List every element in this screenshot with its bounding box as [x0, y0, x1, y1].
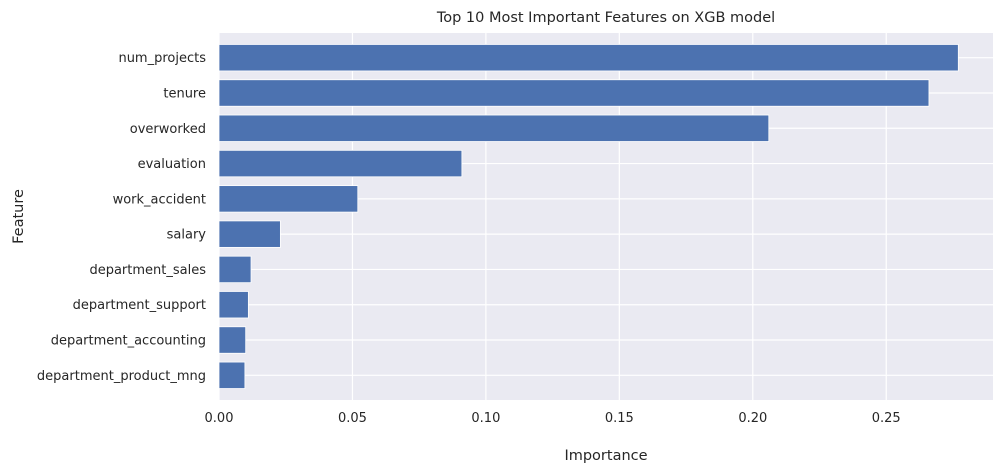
y-tick-label: overworked [130, 122, 206, 137]
bar-num-projects [218, 44, 959, 72]
x-tick-label: 0.15 [605, 411, 634, 426]
y-tick-label: salary [167, 228, 207, 243]
y-tick-label: evaluation [138, 157, 206, 172]
bar-department-product-mng [218, 361, 246, 389]
x-tick-label: 0.25 [872, 411, 901, 426]
bar-tenure [218, 79, 930, 107]
bars [218, 44, 959, 389]
bar-salary [218, 220, 281, 248]
bar-overworked [218, 114, 770, 142]
bar-department-support [218, 291, 249, 319]
y-tick-label: department_support [73, 298, 206, 313]
bar-department-accounting [218, 326, 247, 354]
bar-department-sales [218, 255, 252, 284]
y-tick-label: tenure [163, 86, 206, 101]
y-tick-label: num_projects [118, 51, 206, 66]
x-axis-title: Importance [564, 448, 647, 464]
x-tick-label: 0.10 [471, 411, 500, 426]
bar-evaluation [218, 149, 463, 178]
x-tick-label: 0.05 [338, 411, 367, 426]
x-tick-label: 0.20 [738, 411, 767, 426]
y-tick-label: work_accident [113, 192, 206, 207]
bar-work-accident [218, 185, 359, 213]
x-tick-label: 0.00 [205, 411, 234, 426]
y-tick-label: department_product_mng [37, 369, 206, 384]
y-tick-label: department_accounting [51, 334, 206, 349]
y-axis-title: Feature [11, 189, 27, 244]
x-tick-labels: 0.00 0.05 0.10 0.15 0.20 0.25 [205, 411, 901, 426]
chart-title: Top 10 Most Important Features on XGB mo… [436, 10, 775, 26]
y-tick-label: department_sales [89, 263, 206, 278]
